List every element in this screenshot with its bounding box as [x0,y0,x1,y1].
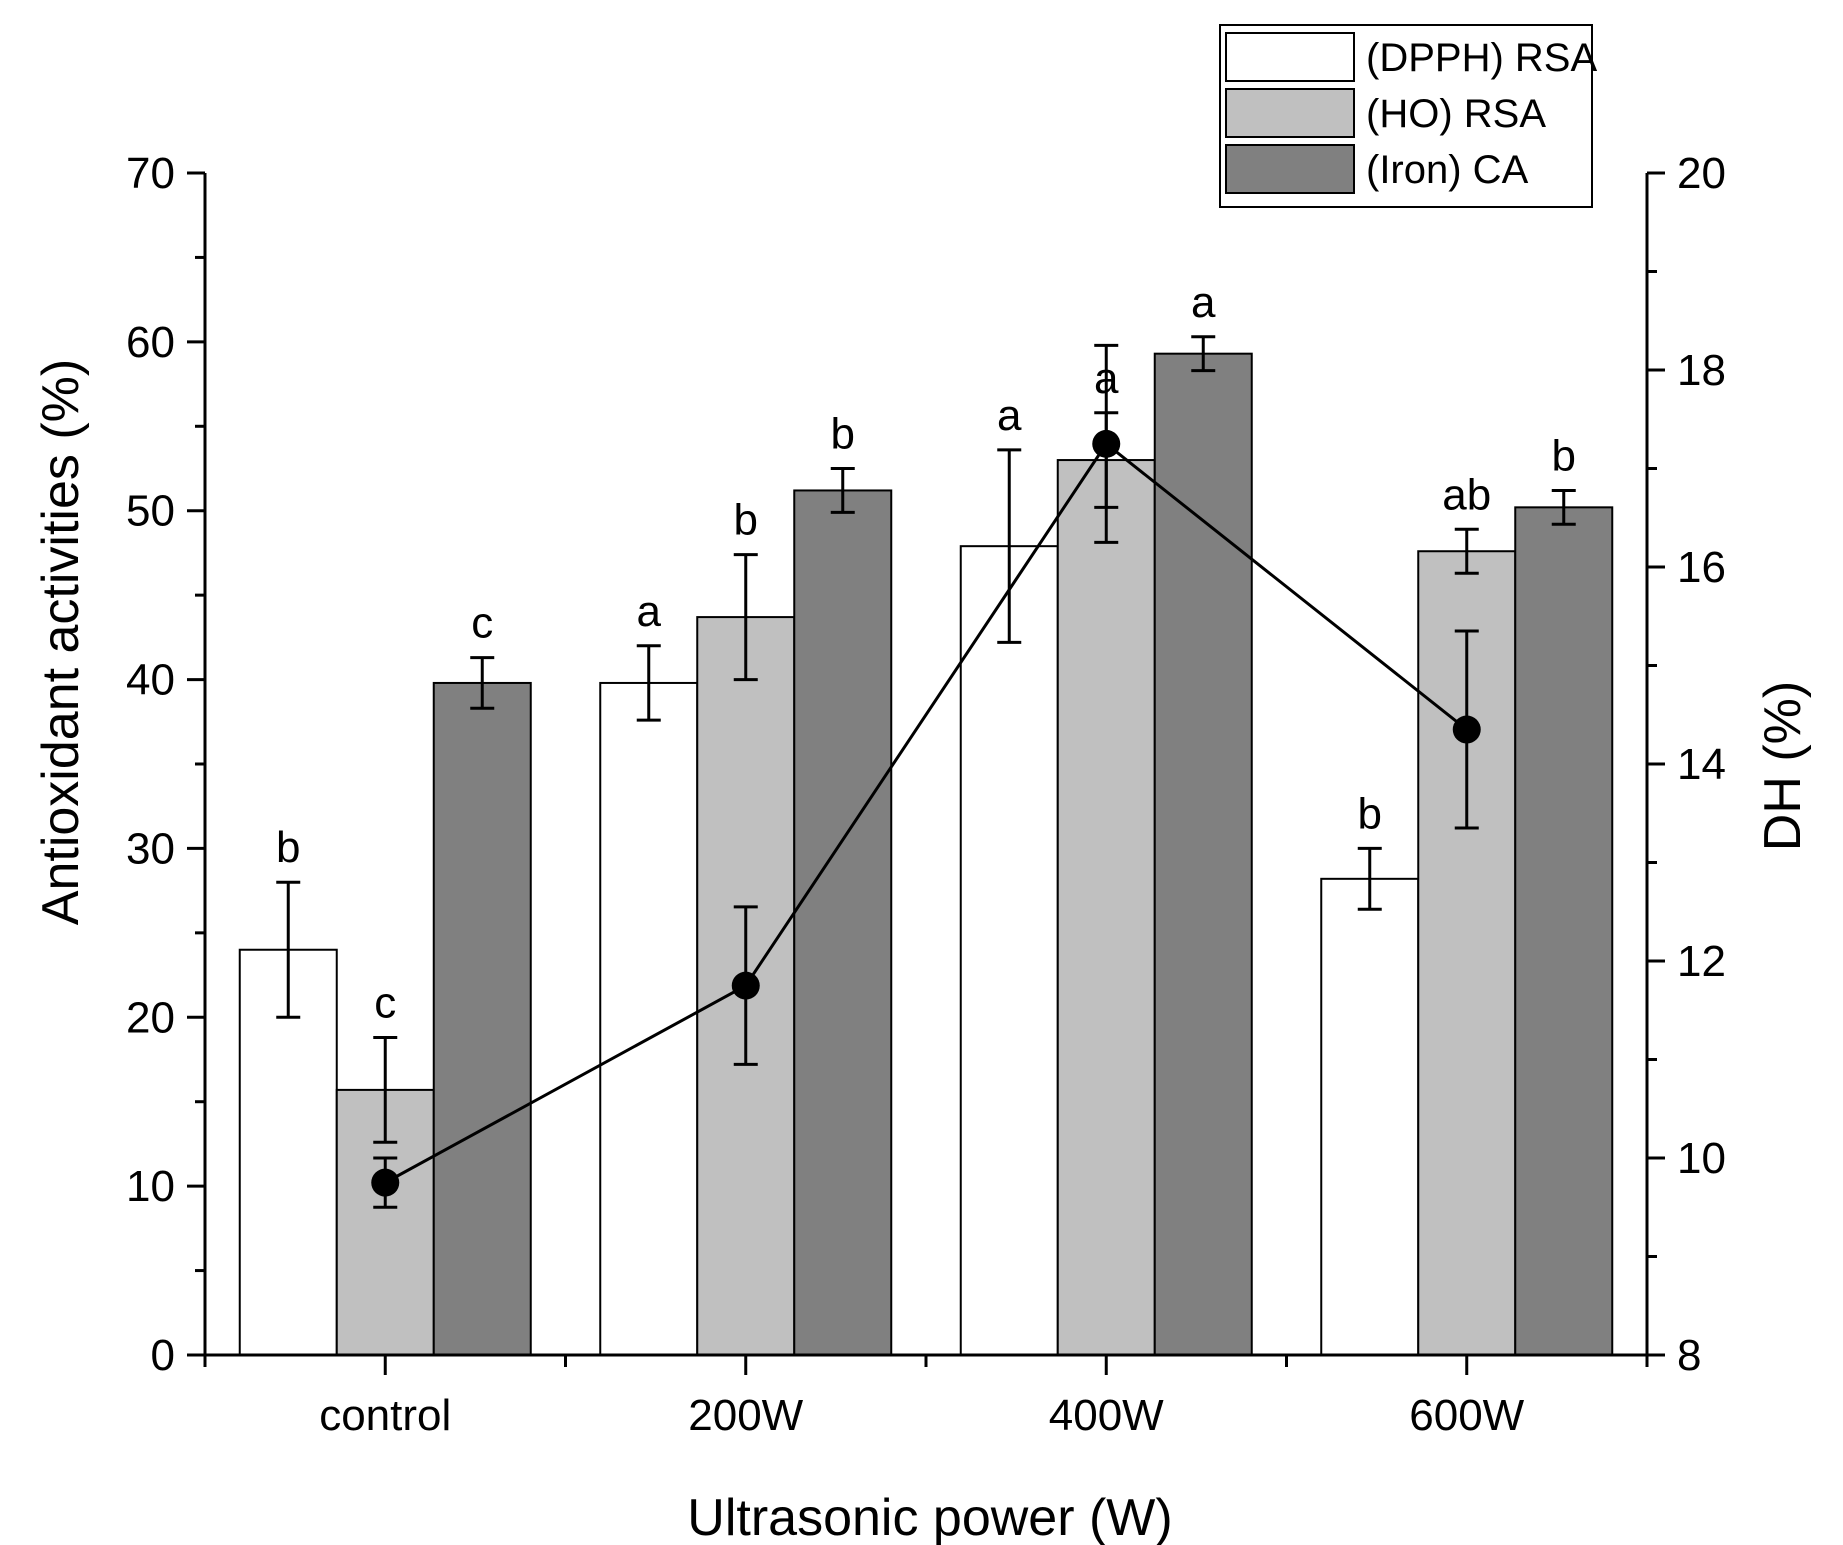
y2-tick-label: 16 [1677,543,1726,592]
y2-tick-label: 10 [1677,1134,1726,1183]
x-tick-label: 600W [1409,1391,1524,1440]
significance-letter-0-2: a [997,391,1022,440]
error-bar-0-3 [1357,846,1382,911]
x-tick-label: control [319,1391,451,1440]
bars-group [238,352,1614,1357]
x-tick-label: 200W [688,1391,803,1440]
significance-letter-0-1: a [637,587,662,636]
bar-2-3 [1514,506,1614,1356]
y-tick-label: 40 [126,656,175,705]
y-tick-label: 30 [126,824,175,873]
axes-group: 0 10 20 30 40 50 60 70 8 10 12 14 16 18 20 control 200W 4… [126,149,1726,1440]
x-axis-title: Ultrasonic power (W) [687,1489,1172,1545]
legend-swatch-2 [1225,144,1355,194]
y2-tick-label: 20 [1677,149,1726,198]
significance-letter-0-0: b [276,823,300,872]
y-tick-label: 10 [126,1162,175,1211]
significance-letter-2-3: b [1552,431,1576,480]
y-tick-label: 20 [126,993,175,1042]
y-tick-label: 60 [126,318,175,367]
y2-tick-label: 14 [1677,740,1726,789]
bar-2-2 [1153,352,1253,1357]
dh-point-2 [1092,429,1121,458]
legend-label-2: (Iron) CA [1366,148,1529,192]
error-bar-0-0 [276,880,301,1019]
y2-tick-label: 12 [1677,937,1726,986]
x-tick-label: 400W [1049,1391,1164,1440]
error-bar-1-3 [1454,527,1479,575]
y2-tick-label: 8 [1677,1331,1701,1380]
bar-1-2 [1056,459,1156,1356]
error-bar-2-1 [830,467,855,514]
significance-letter-0-3: b [1358,789,1382,838]
y2-tick-label: 18 [1677,346,1726,395]
legend-label-1: (HO) RSA [1366,92,1546,136]
bar-2-0 [432,681,532,1356]
dh-point-1 [731,971,760,1000]
y-axis-title: Antioxidant activities (%) [32,359,90,925]
significance-letter-2-2: a [1191,278,1216,327]
error-bar-0-2 [997,448,1022,644]
error-bar-0-1 [636,644,661,722]
significance-letter-1-3: ab [1442,470,1491,519]
bar-2-1 [793,489,893,1356]
y-tick-label: 70 [126,149,175,198]
legend-swatch-0 [1225,32,1355,82]
significance-letter-1-1: b [734,496,758,545]
y-tick-label: 50 [126,487,175,536]
legend-label-0: (DPPH) RSA [1366,36,1597,80]
significance-letter-2-1: b [831,410,855,459]
bar-0-1 [599,681,699,1356]
dh-line-group [371,343,1481,1209]
y2-axis-title: DH (%) [1754,681,1812,851]
error-bar-2-2 [1191,335,1216,373]
legend-swatch-1 [1225,88,1355,138]
y-tick-label: 0 [151,1331,175,1380]
error-bar-1-0 [373,1036,398,1144]
error-bar-1-1 [733,553,758,682]
dh-line [384,441,1468,1184]
error-bar-2-0 [470,656,495,710]
significance-letter-2-0: c [471,599,493,648]
error-bar-2-3 [1551,488,1576,526]
legend: (DPPH) RSA (HO) RSA (Iron) CA [1219,24,1597,208]
significance-letter-1-0: c [374,979,396,1028]
dh-point-0 [371,1168,400,1197]
bar-0-3 [1320,877,1420,1357]
dh-point-3 [1452,715,1481,744]
bar-error-bars-group [276,335,1576,1144]
bar-0-2 [959,545,1059,1356]
